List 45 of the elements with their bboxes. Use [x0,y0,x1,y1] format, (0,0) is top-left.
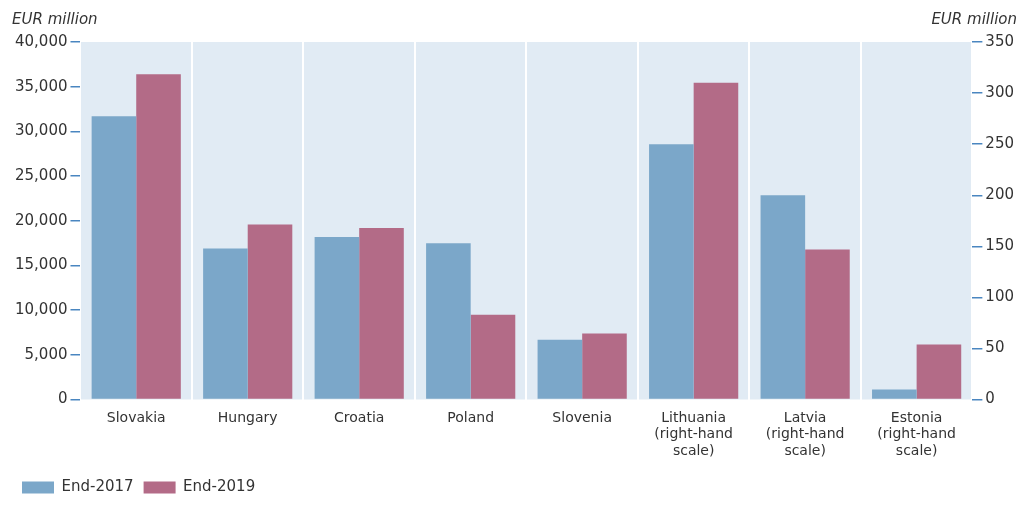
y-tick-label: 40,000 [14,31,68,50]
y-tick-label: 30,000 [14,121,68,140]
bar [91,116,137,399]
bar [693,82,739,399]
x-tick-label: Poland [447,408,495,425]
y2-tick-label: 150 [985,236,1015,255]
legend-label: End-2017 [61,477,134,496]
bar [872,389,917,399]
legend-label: End-2019 [183,477,256,496]
y2-tick-label: 250 [985,134,1015,153]
y-tick-label: 10,000 [14,300,68,319]
bar [916,344,962,399]
y-tick-label: 35,000 [14,76,68,95]
bar [247,224,293,399]
y2-axis-title: EUR million [931,10,1017,29]
y-tick-label: 20,000 [14,210,68,229]
y-tick-label: 0 [57,389,68,408]
bar [760,195,806,399]
bar [470,314,516,399]
x-tick-label: Croatia [334,408,385,425]
y2-tick-label: 100 [985,287,1015,306]
bar [582,333,627,399]
x-tick-label: Hungary [217,408,278,425]
bar [426,243,471,399]
bar [359,227,404,399]
y-tick-label: 25,000 [14,165,68,184]
x-tick-label: Lithuania (right-hand scale) [654,408,733,459]
bar [136,74,181,399]
y-tick-label: 15,000 [14,255,68,274]
y2-tick-label: 300 [985,82,1015,101]
bar [537,339,583,399]
y2-tick-label: 50 [985,338,1005,357]
x-tick-label: Latvia (right-hand scale) [765,408,845,459]
bar [805,249,850,399]
y2-tick-label: 350 [985,31,1015,50]
x-tick-label: Slovakia [106,408,166,425]
y2-tick-label: 200 [985,185,1015,204]
bar [314,236,360,399]
y2-tick-label: 0 [985,389,995,408]
x-tick-label: Estonia (right-hand scale) [877,408,956,459]
y-tick-label: 5,000 [24,344,68,363]
y-axis-title: EUR million [12,10,98,29]
bar [649,144,694,399]
bar [203,248,248,399]
x-tick-label: Slovenia [552,408,612,425]
